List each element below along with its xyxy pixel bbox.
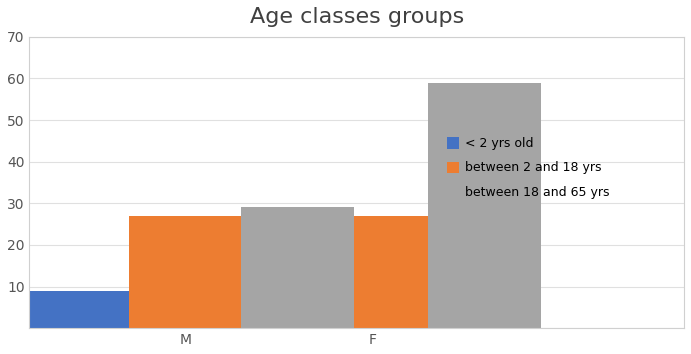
Bar — [316, 216, 428, 328]
Bar — [204, 299, 316, 328]
Legend: < 2 yrs old, between 2 and 18 yrs, between 18 and 65 yrs: < 2 yrs old, between 2 and 18 yrs, betwe… — [442, 132, 615, 204]
Bar — [17, 291, 129, 328]
Bar — [428, 82, 540, 328]
Bar — [129, 216, 241, 328]
Title: Age classes groups: Age classes groups — [249, 7, 464, 27]
Bar — [241, 207, 354, 328]
